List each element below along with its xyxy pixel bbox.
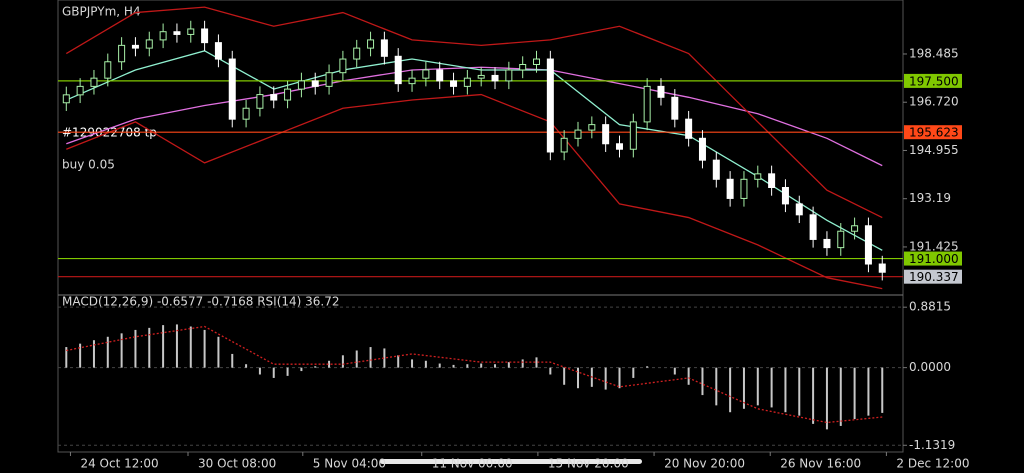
candle-body	[311, 80, 319, 87]
candle-body	[837, 230, 845, 249]
indicator-line	[66, 93, 883, 290]
level-tag	[904, 73, 962, 88]
candle-body	[284, 88, 292, 101]
x-tick-label: 30 Oct 08:00	[198, 457, 276, 471]
candle-body	[450, 80, 458, 87]
candle-body	[353, 47, 361, 60]
x-tick-label: 26 Nov 16:00	[780, 457, 861, 471]
candle-body	[256, 94, 264, 109]
candle-body	[297, 80, 305, 90]
candle-body	[325, 72, 333, 87]
x-tick-label: 15 Nov 20:00	[548, 457, 629, 471]
level-label: 190.337	[909, 270, 959, 284]
candle-body	[643, 85, 651, 123]
candle-body	[367, 39, 375, 49]
candle-body	[615, 143, 623, 150]
candle-body	[76, 85, 84, 96]
level-label: 191.000	[909, 252, 959, 266]
candle-body	[657, 85, 665, 98]
x-tick-label: 5 Nov 04:00	[313, 457, 386, 471]
candle-body	[145, 39, 153, 49]
chart-title: GBPJPYm, H4	[62, 5, 141, 19]
y-tick-label: 194.955	[909, 143, 959, 157]
candle-body	[588, 124, 596, 131]
x-tick-label: 24 Oct 12:00	[80, 457, 158, 471]
plot-frame	[57, 0, 904, 453]
candle-body	[436, 69, 444, 82]
x-tick-label: 20 Nov 20:00	[664, 457, 745, 471]
candle-body	[685, 118, 693, 139]
indicator-line	[65, 6, 883, 219]
level-label: 197.500	[909, 74, 959, 88]
candle-body	[809, 214, 817, 240]
y-tick-label: 196.720	[909, 95, 959, 109]
x-tick-label: 2 Dec 12:00	[896, 457, 969, 471]
candle-body	[602, 124, 610, 145]
candle-body	[394, 55, 402, 85]
y-tick-label: 198.485	[909, 46, 959, 60]
candle-body	[740, 178, 748, 199]
y-tick-label: 0.8815	[909, 300, 951, 314]
candle-body	[159, 31, 167, 41]
level-label: 195.623	[909, 126, 959, 140]
candle-body	[546, 58, 554, 153]
y-tick-label: -1.1319	[909, 438, 955, 452]
y-tick-label: 0.0000	[909, 360, 951, 374]
candle-body	[491, 74, 499, 82]
signal-line	[66, 325, 883, 424]
candle-body	[62, 94, 70, 104]
candle-body	[864, 225, 872, 265]
candle-body	[422, 69, 430, 79]
candle-body	[781, 186, 789, 205]
candle-body	[519, 64, 527, 71]
candle-body	[823, 238, 831, 249]
candle-body	[408, 77, 416, 85]
candle-body	[533, 58, 541, 66]
candle-body	[173, 31, 181, 35]
candle-body	[795, 203, 803, 216]
candle-body	[131, 44, 139, 49]
candle-body	[201, 28, 209, 44]
candle-body	[878, 263, 886, 273]
candle-body	[712, 159, 720, 180]
candle-body	[671, 96, 679, 120]
candle-body	[228, 58, 236, 120]
level-tag	[904, 125, 962, 140]
candle-body	[477, 74, 485, 79]
candle-body	[339, 58, 347, 74]
level-tag	[904, 269, 962, 284]
candle-body	[214, 42, 222, 60]
candle-body	[560, 137, 568, 153]
candle-body	[90, 77, 98, 87]
candle-body	[242, 107, 250, 120]
x-tick-label: 11 Nov 00:00	[432, 457, 513, 471]
candle-body	[574, 129, 582, 139]
candle-body	[629, 121, 637, 150]
indicator-line	[66, 66, 883, 167]
candle-body	[698, 137, 706, 161]
level-tag	[904, 251, 962, 266]
candle-body	[505, 69, 513, 82]
candle-body	[463, 77, 471, 87]
y-tick-label: 191.425	[909, 239, 959, 253]
y-tick-label: 193.19	[909, 191, 951, 205]
candle-body	[380, 39, 388, 57]
candle-body	[104, 61, 112, 79]
annotation: buy 0.05	[62, 158, 115, 172]
candle-body	[726, 178, 734, 199]
candle-body	[118, 44, 126, 63]
candle-body	[851, 225, 859, 232]
candle-body	[270, 94, 278, 101]
home-indicator	[380, 459, 642, 464]
candle-body	[187, 28, 195, 35]
candle-body	[754, 173, 762, 180]
candle-body	[768, 173, 776, 188]
indicator-title: MACD(12,26,9) -0.6577 -0.7168 RSI(14) 36…	[62, 295, 340, 309]
